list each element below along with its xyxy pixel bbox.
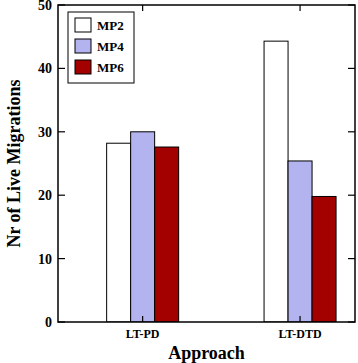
- legend-swatch: [75, 18, 91, 32]
- chart-svg: LT-PD LT-DTD 0 10 20 30 40 50 Approach Nr of Live…: [0, 0, 358, 363]
- x-tick: [142, 316, 143, 322]
- legend-label: MP4: [97, 39, 124, 54]
- legend-label: MP6: [97, 60, 124, 75]
- y-tick-label: 30: [38, 125, 52, 140]
- x-tick-label: LT-DTD: [278, 327, 321, 341]
- legend-swatch: [75, 60, 91, 74]
- y-tick: [348, 68, 355, 69]
- y-tick: [348, 131, 355, 132]
- y-tick: [348, 195, 355, 196]
- y-axis-label: Nr of Live Migrations: [4, 79, 24, 247]
- y-tick: [348, 258, 355, 259]
- y-tick-label: 0: [45, 315, 52, 330]
- y-tick: [58, 131, 65, 132]
- y-tick-label: 50: [38, 0, 52, 13]
- legend-label: MP2: [97, 18, 124, 33]
- y-tick: [58, 258, 65, 259]
- y-tick: [348, 4, 355, 5]
- bar: [131, 132, 155, 322]
- bar: [312, 196, 336, 322]
- bar: [107, 143, 131, 322]
- y-tick-label: 40: [38, 61, 52, 76]
- x-tick: [299, 5, 300, 11]
- x-tick-label: LT-PD: [126, 327, 160, 341]
- y-tick-label: 10: [38, 252, 52, 267]
- y-tick: [58, 321, 65, 322]
- x-axis-label: Approach: [168, 343, 245, 363]
- y-tick: [58, 4, 65, 5]
- bar: [155, 147, 179, 322]
- legend-swatch: [75, 39, 91, 53]
- bar: [264, 41, 288, 322]
- legend: MP2 MP4 MP6: [68, 12, 134, 83]
- y-tick: [348, 321, 355, 322]
- bar: [288, 161, 312, 322]
- x-tick: [299, 316, 300, 322]
- x-tick: [142, 5, 143, 11]
- y-tick: [58, 195, 65, 196]
- bars: [107, 41, 336, 322]
- y-tick: [58, 68, 65, 69]
- legend-box: [68, 12, 134, 83]
- chart: LT-PD LT-DTD 0 10 20 30 40 50 Approach Nr of Live…: [0, 0, 358, 363]
- frame: [58, 5, 355, 322]
- y-tick-label: 20: [38, 188, 52, 203]
